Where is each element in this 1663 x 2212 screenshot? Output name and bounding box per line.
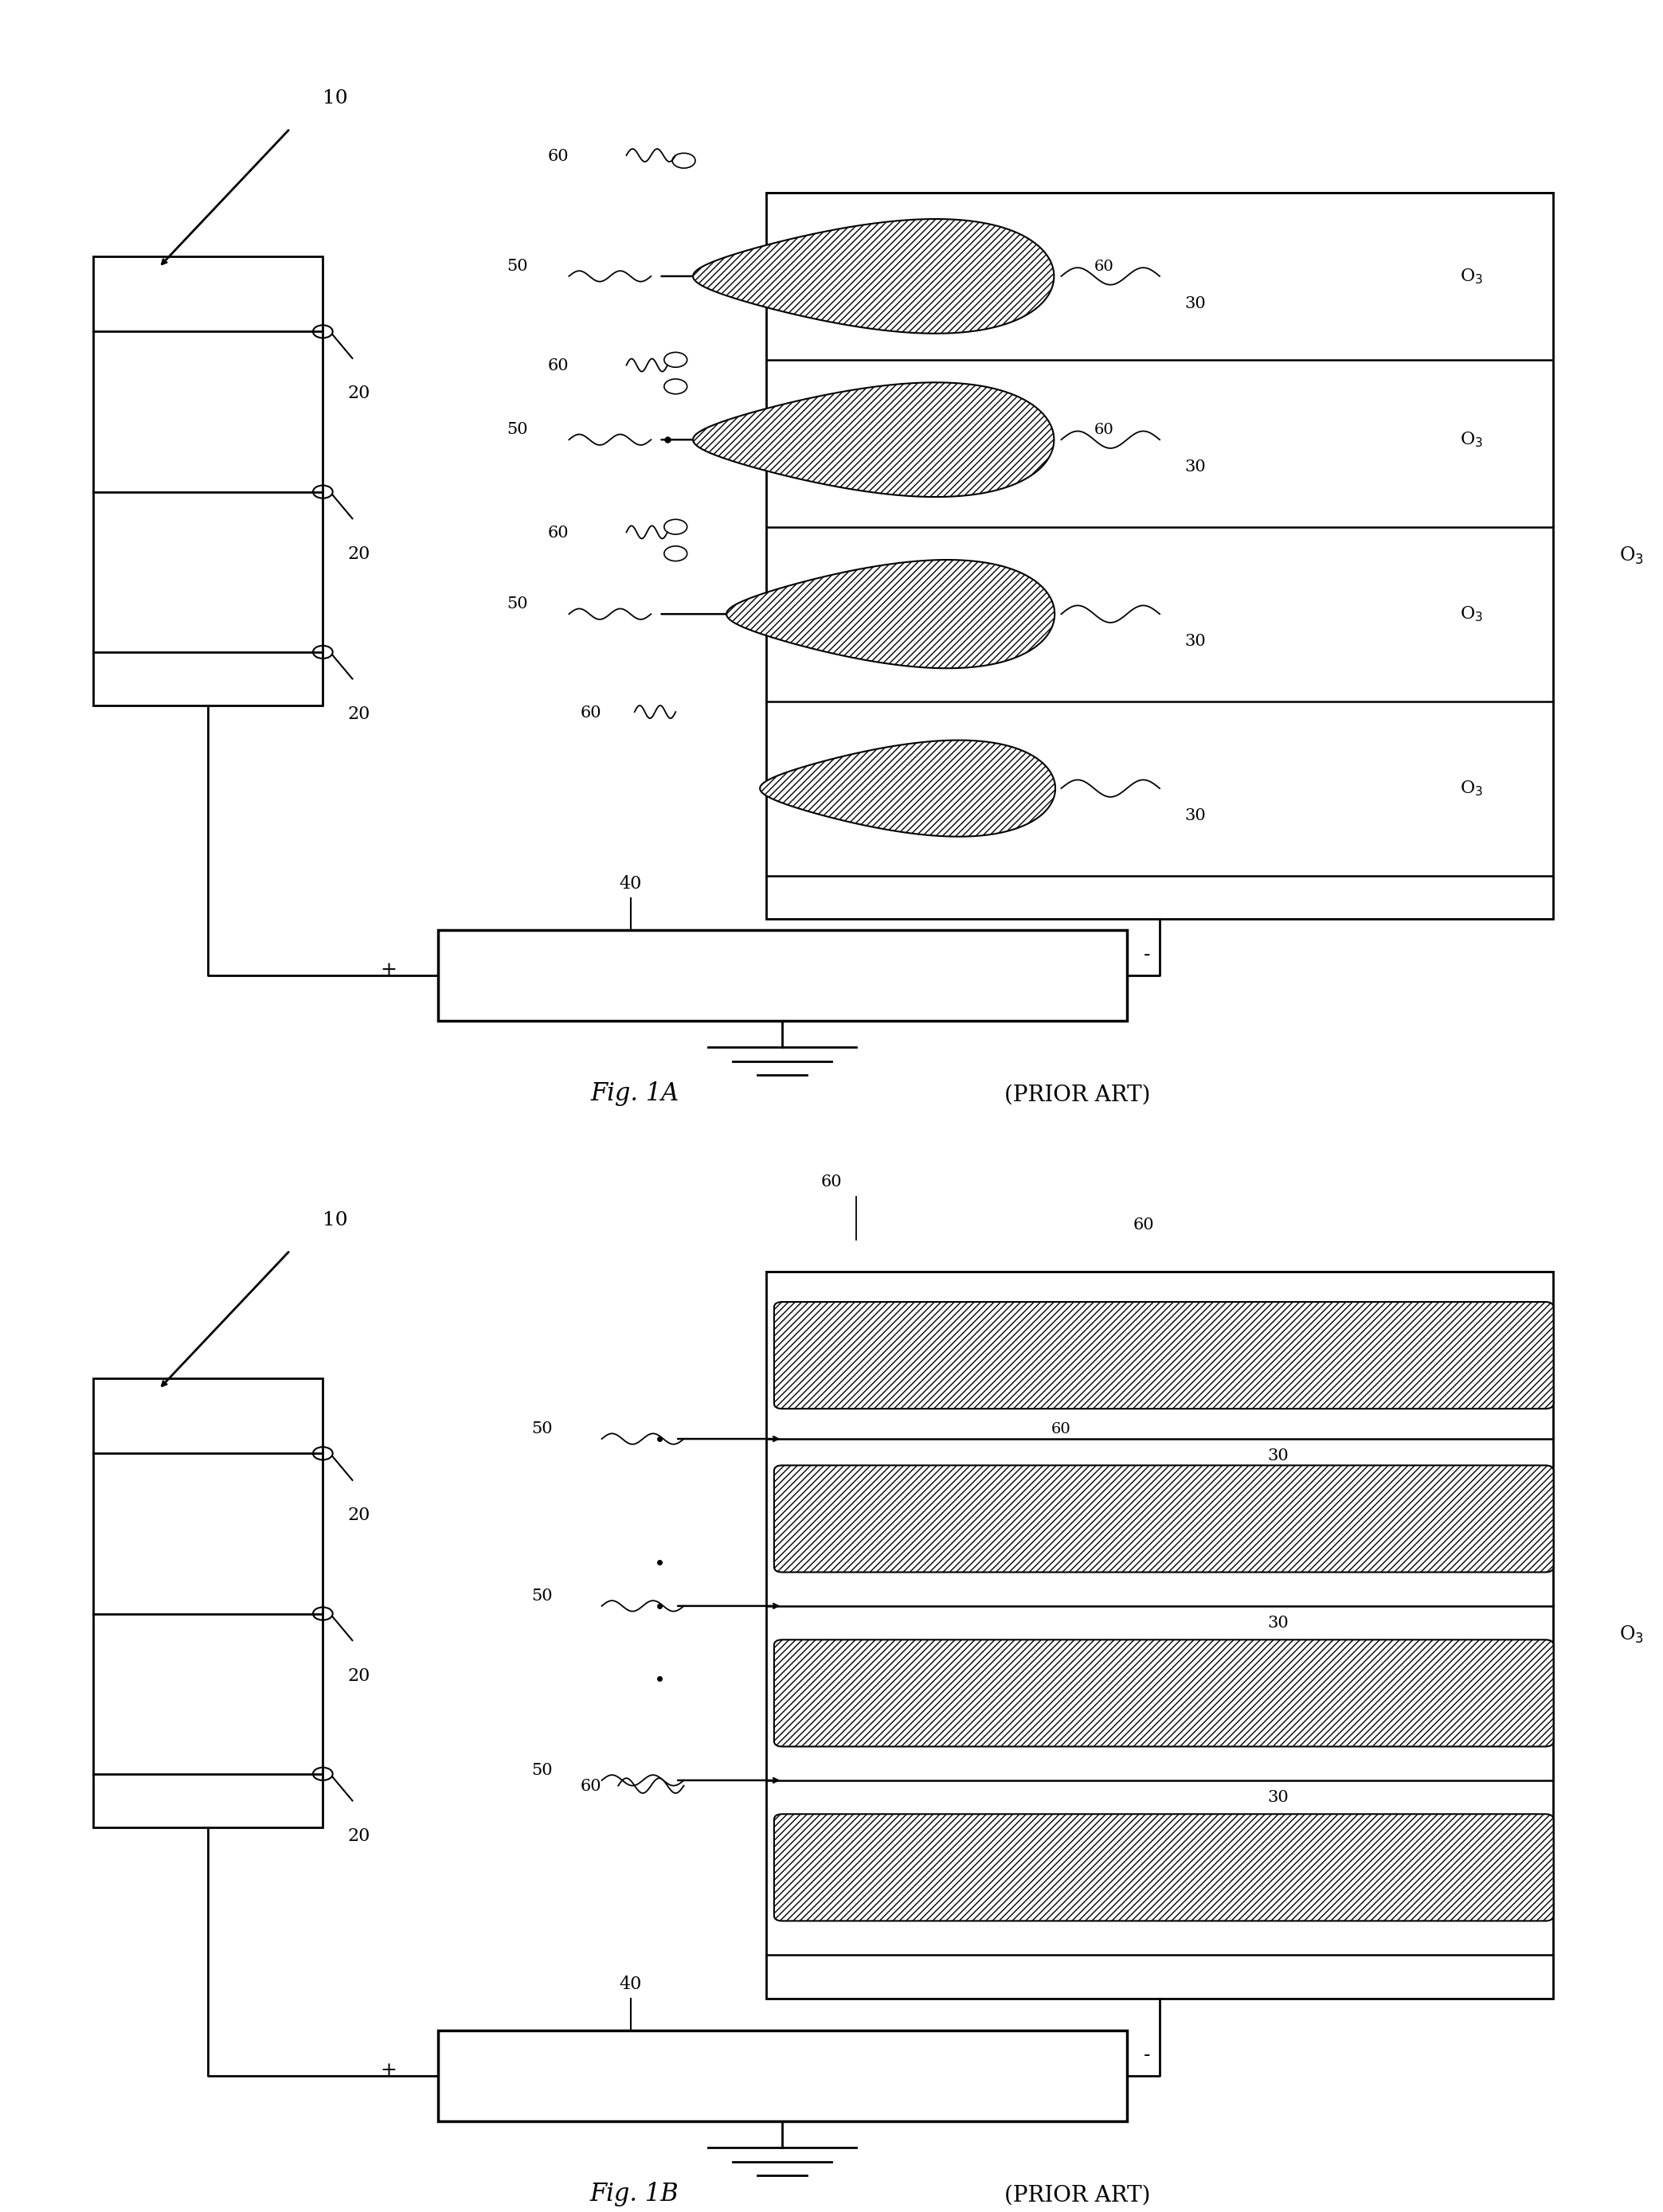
- Text: 30: 30: [1267, 1790, 1289, 1805]
- Text: 60: 60: [822, 1175, 841, 1190]
- Polygon shape: [760, 741, 1056, 836]
- Text: 20: 20: [348, 706, 371, 723]
- Text: O$_3$: O$_3$: [1460, 1345, 1483, 1365]
- Polygon shape: [727, 560, 1054, 668]
- Text: 60: 60: [1094, 259, 1114, 274]
- Text: 50: 50: [507, 259, 527, 274]
- Text: 60: 60: [1051, 1422, 1071, 1438]
- Text: 40: 40: [619, 1975, 642, 1993]
- Text: O$_3$: O$_3$: [1460, 1509, 1483, 1528]
- Text: 20: 20: [348, 385, 371, 403]
- Text: 30: 30: [1267, 1615, 1289, 1630]
- Text: 30: 30: [1267, 1449, 1289, 1464]
- Text: 60: 60: [547, 148, 569, 164]
- Text: 20: 20: [348, 1827, 371, 1845]
- Text: 30: 30: [1184, 460, 1206, 476]
- Text: 20: 20: [348, 1668, 371, 1686]
- Text: 50: 50: [507, 422, 527, 438]
- Text: 60: 60: [1094, 422, 1114, 438]
- Text: 60: 60: [920, 1834, 940, 1847]
- Text: 10: 10: [323, 88, 348, 106]
- Text: PULSE GENERATOR: PULSE GENERATOR: [702, 2068, 861, 2084]
- Text: 60: 60: [547, 526, 569, 540]
- Text: O$_3$: O$_3$: [1460, 1683, 1483, 1703]
- Bar: [93, 257, 323, 706]
- Polygon shape: [693, 219, 1054, 334]
- Bar: [437, 929, 1128, 1020]
- Polygon shape: [693, 383, 1054, 498]
- Text: 60: 60: [580, 706, 602, 721]
- Text: +: +: [381, 2062, 397, 2079]
- FancyBboxPatch shape: [773, 1303, 1553, 1409]
- Text: 40: 40: [619, 876, 642, 891]
- Text: O$_3$: O$_3$: [1620, 1624, 1643, 1646]
- Bar: [437, 2031, 1128, 2121]
- Text: 20: 20: [348, 544, 371, 562]
- Text: 30: 30: [1184, 635, 1206, 650]
- Text: 60: 60: [1133, 1217, 1154, 1232]
- Bar: [767, 192, 1553, 920]
- Text: (PRIOR ART): (PRIOR ART): [1004, 1084, 1151, 1106]
- Text: PULSE GENERATOR: PULSE GENERATOR: [702, 967, 861, 982]
- Bar: [767, 1272, 1553, 1997]
- FancyBboxPatch shape: [773, 1639, 1553, 1747]
- FancyBboxPatch shape: [773, 1814, 1553, 1920]
- Text: 50: 50: [532, 1588, 552, 1604]
- Text: 50: 50: [507, 597, 527, 613]
- Text: O$_3$: O$_3$: [1460, 779, 1483, 799]
- Text: O$_3$: O$_3$: [1620, 546, 1643, 566]
- Text: Fig. 1B: Fig. 1B: [590, 2183, 679, 2208]
- Text: -: -: [1142, 2046, 1151, 2066]
- Text: 10: 10: [323, 1210, 348, 1230]
- FancyBboxPatch shape: [773, 1464, 1553, 1573]
- Text: O$_3$: O$_3$: [1460, 431, 1483, 449]
- Text: 60: 60: [547, 358, 569, 374]
- Text: O$_3$: O$_3$: [1460, 268, 1483, 285]
- Text: O$_3$: O$_3$: [1460, 1858, 1483, 1878]
- Text: 30: 30: [1184, 296, 1206, 312]
- Text: 20: 20: [348, 1506, 371, 1524]
- Text: 50: 50: [532, 1422, 552, 1438]
- Bar: [93, 1378, 323, 1827]
- Text: 50: 50: [532, 1763, 552, 1778]
- Text: -: -: [1142, 947, 1151, 964]
- Text: (PRIOR ART): (PRIOR ART): [1004, 2185, 1151, 2205]
- Text: 60: 60: [580, 1778, 602, 1794]
- Text: Fig. 1A: Fig. 1A: [590, 1082, 679, 1106]
- Text: O$_3$: O$_3$: [1460, 604, 1483, 624]
- Text: +: +: [381, 960, 397, 980]
- Text: 30: 30: [1184, 810, 1206, 823]
